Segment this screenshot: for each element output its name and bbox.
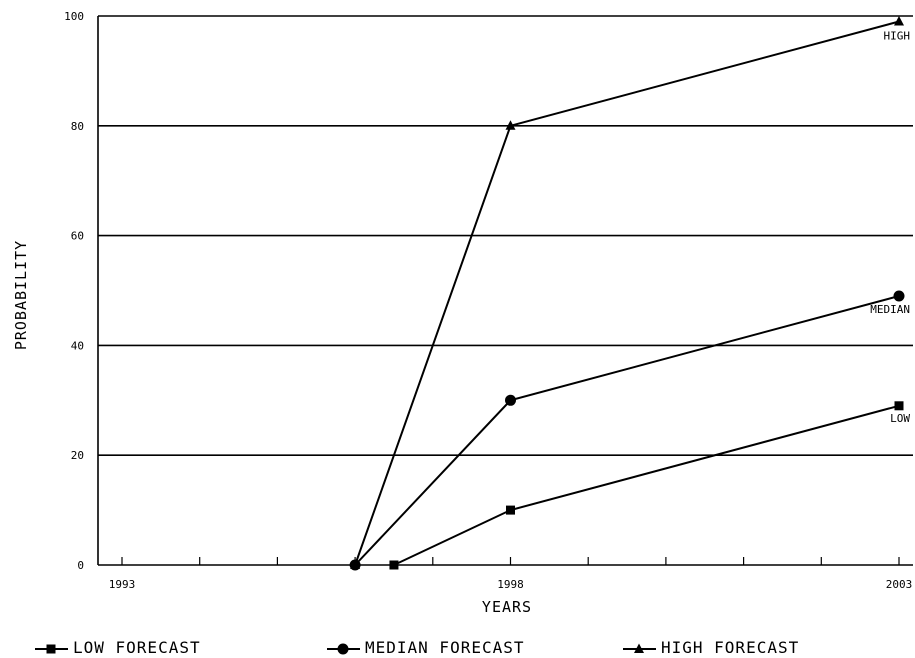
x-axis-title: YEARS — [482, 598, 532, 616]
triangle-marker — [894, 15, 904, 26]
legend-item-high: HIGH FORECAST — [623, 638, 799, 657]
triangle-marker — [505, 120, 516, 130]
y-tick-label: 100 — [64, 10, 84, 23]
y-tick-label: 60 — [71, 230, 84, 243]
y-tick-label: 40 — [71, 339, 84, 352]
square-marker — [46, 644, 56, 654]
y-tick-label: 80 — [71, 120, 84, 133]
series-low: LOW — [389, 401, 910, 570]
series: LOW MEDIAN HIGH — [349, 15, 911, 571]
y-tick-label: 0 — [77, 559, 84, 572]
series-median: MEDIAN — [349, 290, 910, 571]
x-tick-label: 2003 — [886, 578, 913, 591]
x-tick-label: 1993 — [109, 578, 136, 591]
series-end-label: LOW — [890, 412, 910, 425]
series-high: HIGH — [350, 15, 911, 569]
circle-marker — [893, 290, 905, 302]
triangle-marker — [634, 643, 644, 653]
square-marker — [506, 505, 515, 515]
circle-marker — [505, 394, 516, 406]
y-tick-label: 20 — [71, 449, 84, 462]
legend-label: LOW FORECAST — [73, 638, 201, 657]
legend-item-median: MEDIAN FORECAST — [327, 638, 525, 657]
gridlines — [98, 15, 913, 457]
legend: LOW FORECAST MEDIAN FORECAST HIGH FORECAST — [35, 638, 799, 657]
series-end-label: HIGH — [884, 29, 911, 42]
series-line — [354, 20, 900, 566]
axes: 0 20 40 60 80 100 1993 1998 2003 — [64, 10, 913, 591]
series-end-label: MEDIAN — [870, 303, 910, 316]
square-marker — [389, 560, 399, 570]
legend-label: MEDIAN FORECAST — [365, 638, 525, 657]
legend-item-low: LOW FORECAST — [35, 638, 201, 657]
legend-label: HIGH FORECAST — [661, 638, 799, 657]
x-tick-label: 1998 — [497, 578, 524, 591]
circle-marker — [337, 643, 349, 655]
y-axis-title: PROBABILITY — [12, 240, 30, 350]
series-line — [393, 404, 900, 566]
triangle-marker — [350, 559, 361, 569]
square-marker — [894, 401, 904, 411]
